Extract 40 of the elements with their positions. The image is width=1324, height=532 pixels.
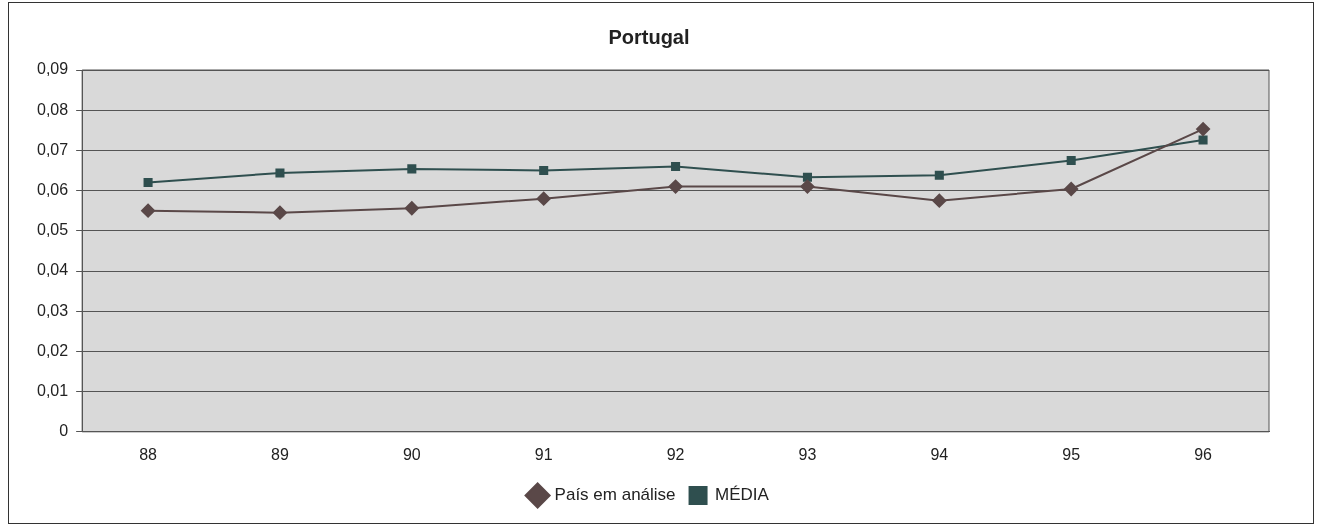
point — [802, 172, 812, 182]
point — [671, 161, 681, 172]
y-tick-label: 0,04 — [37, 261, 69, 279]
x-tick-label: 92 — [666, 445, 685, 463]
point — [536, 191, 551, 206]
x-tick-label: 95 — [1062, 445, 1081, 463]
y-tick-label: 0,03 — [37, 301, 69, 319]
point — [407, 164, 417, 174]
y-tick-label: 0,01 — [37, 382, 69, 400]
point — [143, 178, 153, 188]
x-tick-label: 93 — [798, 445, 817, 463]
x-tick-label: 96 — [1194, 445, 1213, 463]
x-tick-label: 94 — [930, 445, 949, 463]
y-tick-label: 0,09 — [37, 60, 69, 78]
y-tick-label: 0,07 — [37, 140, 69, 158]
legend-label: País em análise — [554, 485, 676, 505]
point — [934, 170, 944, 180]
x-tick-label: 90 — [402, 445, 421, 463]
chart-title: Portugal — [608, 25, 690, 48]
x-tick-label: 88 — [139, 445, 158, 463]
point — [932, 193, 947, 208]
point — [668, 179, 683, 194]
point — [539, 165, 549, 176]
x-tick-label: 89 — [271, 445, 289, 463]
point — [800, 179, 815, 194]
point — [275, 168, 285, 178]
point — [404, 201, 419, 216]
y-tick-label: 0 — [59, 422, 69, 440]
point — [1196, 122, 1211, 137]
y-tick-label: 0,05 — [37, 221, 69, 239]
point — [1064, 181, 1079, 196]
point — [1198, 135, 1208, 145]
legend-label: MÉDIA — [715, 485, 770, 505]
y-tick-label: 0,02 — [37, 341, 69, 359]
point — [1066, 155, 1076, 165]
point — [272, 205, 287, 220]
y-tick-label: 0,06 — [37, 181, 69, 199]
x-tick-label: 91 — [534, 445, 553, 463]
point — [141, 203, 156, 218]
y-tick-label: 0,08 — [37, 100, 69, 118]
